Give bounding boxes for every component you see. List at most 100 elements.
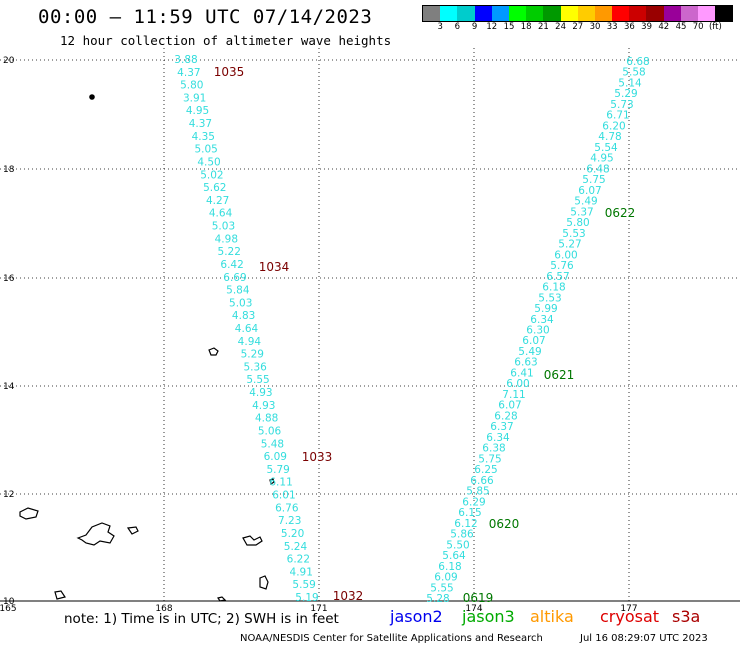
wave-height-value: 5.29	[614, 88, 637, 100]
wave-height-value: 6.38	[482, 443, 505, 455]
pass-time-label: 0620	[489, 517, 520, 531]
wave-height-value: 6.48	[586, 163, 609, 175]
color-swatch	[560, 6, 578, 21]
wave-height-value: 6.00	[506, 378, 529, 390]
wave-height-value: 4.83	[232, 310, 255, 322]
color-swatch	[577, 6, 595, 21]
wave-height-value: 5.86	[450, 529, 474, 541]
wave-height-value: 5.37	[570, 206, 593, 218]
wave-height-value: 5.79	[266, 464, 289, 476]
color-scale-label: 3	[437, 22, 443, 32]
color-scale-label: 70	[692, 22, 704, 32]
wave-height-value: 5.80	[566, 217, 589, 229]
island-outline	[217, 596, 227, 602]
longitude-tick-label: 165	[0, 604, 17, 614]
wave-height-value: 6.00	[554, 249, 577, 261]
color-scale-label: 18	[520, 22, 532, 32]
color-scale-label: 45	[675, 22, 687, 32]
wave-height-value: 6.66	[470, 475, 494, 487]
wave-height-value: 4.37	[189, 118, 212, 130]
wave-height-value: 6.42	[220, 259, 243, 271]
pass-time-label: 1035	[214, 65, 245, 79]
wave-height-value: 4.64	[209, 208, 233, 220]
wave-height-value: 5.19	[295, 592, 318, 604]
wave-height-value: 5.62	[203, 182, 226, 194]
latitude-tick-label: 20	[3, 56, 15, 66]
pass-time-label: 1034	[259, 260, 290, 274]
wave-height-value: 6.20	[602, 120, 625, 132]
island-outline	[76, 522, 115, 546]
wave-height-value: 4.88	[255, 413, 278, 425]
longitude-tick-label: 174	[465, 604, 482, 614]
wave-height-value: 5.24	[284, 541, 308, 553]
wave-height-value: 3.91	[183, 92, 206, 104]
color-swatch	[612, 6, 630, 21]
color-scale-label: 15	[503, 22, 515, 32]
wave-height-value: 5.75	[478, 453, 501, 465]
wave-height-value: 4.91	[290, 566, 313, 578]
wave-height-value: 7.23	[278, 515, 301, 527]
wave-height-value: 5.03	[229, 297, 252, 309]
wave-height-value: 6.07	[522, 335, 545, 347]
wave-height-value: 6.68	[626, 56, 649, 68]
generated-timestamp: Jul 16 08:29:07 UTC 2023	[580, 633, 708, 644]
island-outline	[19, 507, 39, 520]
wave-height-value: 5.27	[558, 239, 581, 251]
color-swatch	[543, 6, 561, 21]
color-scale-label: 27	[572, 22, 584, 32]
wave-height-value: 4.50	[197, 156, 220, 168]
wave-height-value: 6.63	[514, 357, 537, 369]
wave-height-value: 6.34	[486, 432, 510, 444]
wave-height-value: 6.09	[264, 451, 287, 463]
color-swatch	[474, 6, 492, 21]
wave-height-value: 5.54	[594, 142, 618, 154]
color-swatch	[457, 6, 475, 21]
island-outlines	[19, 94, 275, 602]
wave-height-value: 5.84	[226, 285, 250, 297]
wave-height-value: 4.93	[252, 400, 275, 412]
wave-height-value: 6.09	[434, 572, 457, 584]
color-scale-label: 6	[454, 22, 461, 32]
pass-time-label: 0622	[605, 206, 636, 220]
latitude-tick-label: 12	[3, 490, 14, 500]
island-outline	[54, 590, 66, 600]
wave-height-value: 5.55	[246, 374, 269, 386]
chart-title: 00:00 – 11:59 UTC 07/14/2023	[38, 6, 373, 28]
wave-height-value: 4.94	[238, 336, 262, 348]
wave-height-value: 5.03	[212, 221, 235, 233]
wave-height-value: 5.06	[258, 425, 282, 437]
island-outline	[89, 94, 95, 100]
wave-height-value: 5.73	[610, 99, 633, 111]
wave-height-value: 6.34	[530, 314, 554, 326]
color-scale-label: (ft)	[708, 22, 722, 32]
wave-height-value: 5.28	[426, 593, 449, 605]
wave-height-value: 6.18	[542, 282, 565, 294]
wave-height-value: 5.14	[618, 77, 642, 89]
wave-height-value: 6.22	[287, 554, 310, 566]
west-satellite-track: 3.884.375.803.914.954.374.355.054.505.02…	[174, 54, 318, 604]
color-swatch	[526, 6, 544, 21]
wave-height-value: 4.35	[192, 131, 215, 143]
color-scale-label: 12	[486, 22, 498, 32]
latitude-tick-label: 18	[3, 165, 15, 175]
color-swatch	[646, 6, 664, 21]
wave-height-value: 5.76	[550, 260, 574, 272]
color-swatch	[423, 6, 441, 21]
wave-height-value: 6.25	[474, 464, 497, 476]
color-swatch	[594, 6, 613, 21]
pass-time-label: 1033	[302, 450, 333, 464]
color-scale-label: 39	[641, 22, 653, 32]
latitude-tick-label: 10	[3, 597, 15, 607]
longitude-tick-labels: 165 168 171 174 177	[0, 604, 638, 614]
island-outline	[242, 535, 263, 546]
wave-height-value: 5.20	[281, 528, 304, 540]
wave-height-value: 4.78	[598, 131, 621, 143]
wave-height-value: 6.57	[546, 271, 569, 283]
wave-height-value: 4.95	[590, 153, 613, 165]
wave-height-value: 5.22	[218, 246, 241, 258]
wave-height-value: 6.15	[458, 507, 481, 519]
color-swatch	[440, 6, 458, 21]
color-scale-label: 21	[537, 22, 549, 32]
wave-height-value: 5.29	[241, 349, 264, 361]
color-scale-label: 30	[589, 22, 601, 32]
